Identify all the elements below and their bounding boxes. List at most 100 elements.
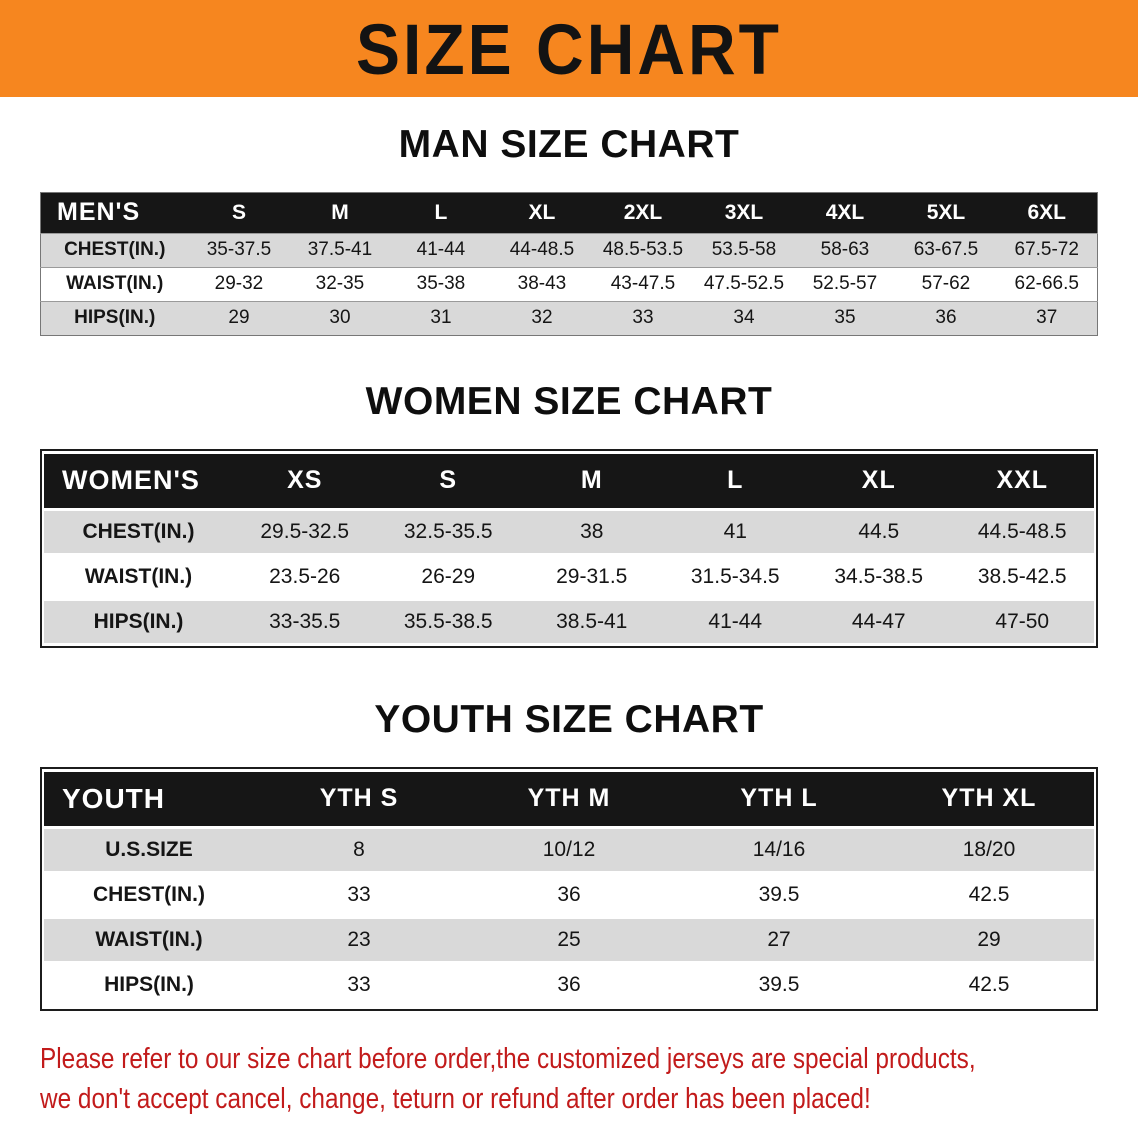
table-cell: 32	[491, 300, 593, 336]
row-label: WAIST(IN.)	[95, 927, 203, 951]
table-title-cell: YOUTH	[44, 771, 254, 826]
table-cell: 52.5-57	[794, 266, 896, 302]
table-cell: 35-38	[390, 266, 492, 302]
table-cell: 38.5-42.5	[977, 564, 1067, 588]
table-cell: 42.5	[968, 972, 1010, 996]
column-header: S	[188, 192, 290, 234]
row-label: CHEST(IN.)	[93, 882, 205, 906]
table-cell: 44-48.5	[491, 232, 593, 268]
table-cell: 42.5	[968, 882, 1010, 906]
table-row: U.S.SIZE 8 10/12 14/16 18/20	[44, 828, 1094, 871]
table-row: WAIST(IN.) 29-32 32-35 35-38 38-43 43-47.5 47.…	[40, 266, 1098, 302]
column-header: L	[390, 192, 492, 234]
women-size-chart-section: WOMEN SIZE CHART WOMEN'S XS S M L XL XXL CHEST(…	[0, 380, 1138, 648]
column-header: XS	[233, 453, 377, 508]
column-header: YTH XL	[884, 771, 1094, 826]
column-header: XL	[807, 453, 951, 508]
column-header: XXL	[950, 453, 1094, 508]
table-cell: 41	[723, 519, 747, 543]
table-cell: 29	[188, 300, 290, 336]
footer-note-line1: Please refer to our size chart before or…	[40, 1042, 976, 1075]
table-cell: 34.5-38.5	[834, 564, 924, 588]
youth-size-chart-section: YOUTH SIZE CHART YOUTH YTH S YTH M YTH L YTH…	[0, 698, 1138, 1011]
table-cell: 26-29	[421, 564, 476, 588]
table-title-cell: MEN'S	[40, 192, 189, 234]
table-cell: 10/12	[542, 837, 596, 861]
table-cell: 35.5-38.5	[403, 609, 493, 633]
table-cell: 48.5-53.5	[592, 232, 694, 268]
row-label: HIPS(IN.)	[93, 609, 184, 633]
table-cell: 33-35.5	[269, 609, 341, 633]
column-header: 3XL	[693, 192, 795, 234]
table-cell: 25	[557, 927, 581, 951]
table-cell: 67.5-72	[996, 232, 1098, 268]
table-cell: 29-32	[188, 266, 290, 302]
row-label: CHEST(IN.)	[40, 232, 189, 268]
table-row: CHEST(IN.) 33 36 39.5 42.5	[44, 873, 1094, 916]
column-header: L	[663, 453, 807, 508]
table-cell: 33	[347, 972, 371, 996]
table-cell: 44.5-48.5	[977, 519, 1067, 543]
table-cell: 32.5-35.5	[403, 519, 493, 543]
table-cell: 38.5-41	[556, 609, 628, 633]
table-cell: 35	[794, 300, 896, 336]
table-cell: 38-43	[491, 266, 593, 302]
row-label: U.S.SIZE	[105, 837, 193, 861]
row-label: CHEST(IN.)	[82, 519, 195, 543]
column-header: XL	[491, 192, 593, 234]
table-cell: 44-47	[851, 609, 906, 633]
table-row: HIPS(IN.) 33 36 39.5 42.5	[44, 963, 1094, 1006]
column-header: 6XL	[996, 192, 1098, 234]
women-size-chart-heading: WOMEN SIZE CHART	[365, 379, 773, 423]
table-row: CHEST(IN.) 35-37.5 37.5-41 41-44 44-48.5 48.5…	[40, 232, 1098, 268]
table-title-cell: WOMEN'S	[44, 453, 233, 508]
table-cell: 32-35	[289, 266, 391, 302]
table-cell: 34	[693, 300, 795, 336]
column-header: 4XL	[794, 192, 896, 234]
column-header: YTH S	[254, 771, 464, 826]
charts-area: MAN SIZE CHART MEN'S S M L XL 2XL 3XL 4XL 5XL 6XL…	[0, 123, 1138, 1011]
row-label: WAIST(IN.)	[84, 564, 193, 588]
column-header: YTH M	[464, 771, 674, 826]
table-cell: 43-47.5	[592, 266, 694, 302]
table-row: WAIST(IN.) 23 25 27 29	[44, 918, 1094, 961]
banner: SIZE CHART	[0, 0, 1138, 97]
women-size-table: WOMEN'S XS S M L XL XXL CHEST(IN.) 29.5-32.5 32.5…	[40, 448, 1098, 648]
table-cell: 36	[557, 972, 581, 996]
table-row: HIPS(IN.) 29 30 31 32 33 34 35 36 37	[40, 300, 1098, 336]
table-cell: 57-62	[895, 266, 997, 302]
table-cell: 29	[977, 927, 1001, 951]
table-cell: 39.5	[758, 972, 800, 996]
row-label: WAIST(IN.)	[40, 266, 189, 302]
page-title: SIZE CHART	[356, 8, 782, 89]
table-cell: 23	[347, 927, 371, 951]
man-size-chart-section: MAN SIZE CHART MEN'S S M L XL 2XL 3XL 4XL 5XL 6XL…	[0, 123, 1138, 336]
table-cell: 18/20	[962, 837, 1016, 861]
table-cell: 36	[557, 882, 581, 906]
table-cell: 44.5	[858, 519, 900, 543]
footer-note-line2: we don't accept cancel, change, teturn o…	[40, 1082, 871, 1115]
table-cell: 37	[996, 300, 1098, 336]
table-cell: 35-37.5	[188, 232, 290, 268]
table-cell: 29.5-32.5	[260, 519, 350, 543]
table-cell: 38	[580, 519, 604, 543]
table-cell: 14/16	[752, 837, 806, 861]
table-cell: 8	[353, 837, 365, 861]
table-cell: 39.5	[758, 882, 800, 906]
man-size-chart-heading: MAN SIZE CHART	[398, 123, 740, 166]
table-header-row: WOMEN'S XS S M L XL XXL	[44, 453, 1094, 508]
table-cell: 37.5-41	[289, 232, 391, 268]
table-cell: 63-67.5	[895, 232, 997, 268]
table-cell: 23.5-26	[269, 564, 341, 588]
table-cell: 41-44	[708, 609, 763, 633]
table-header-row: MEN'S S M L XL 2XL 3XL 4XL 5XL 6XL	[40, 192, 1098, 234]
column-header: 5XL	[895, 192, 997, 234]
table-row: WAIST(IN.) 23.5-26 26-29 29-31.5 31.5-34.5 34…	[44, 555, 1094, 598]
table-cell: 53.5-58	[693, 232, 795, 268]
table-cell: 41-44	[390, 232, 492, 268]
table-cell: 29-31.5	[556, 564, 628, 588]
table-row: HIPS(IN.) 33-35.5 35.5-38.5 38.5-41 41-44 44-…	[44, 600, 1094, 643]
table-row: CHEST(IN.) 29.5-32.5 32.5-35.5 38 41 44.5 44.5…	[44, 510, 1094, 553]
footer-note: Please refer to our size chart before or…	[40, 1039, 1138, 1119]
